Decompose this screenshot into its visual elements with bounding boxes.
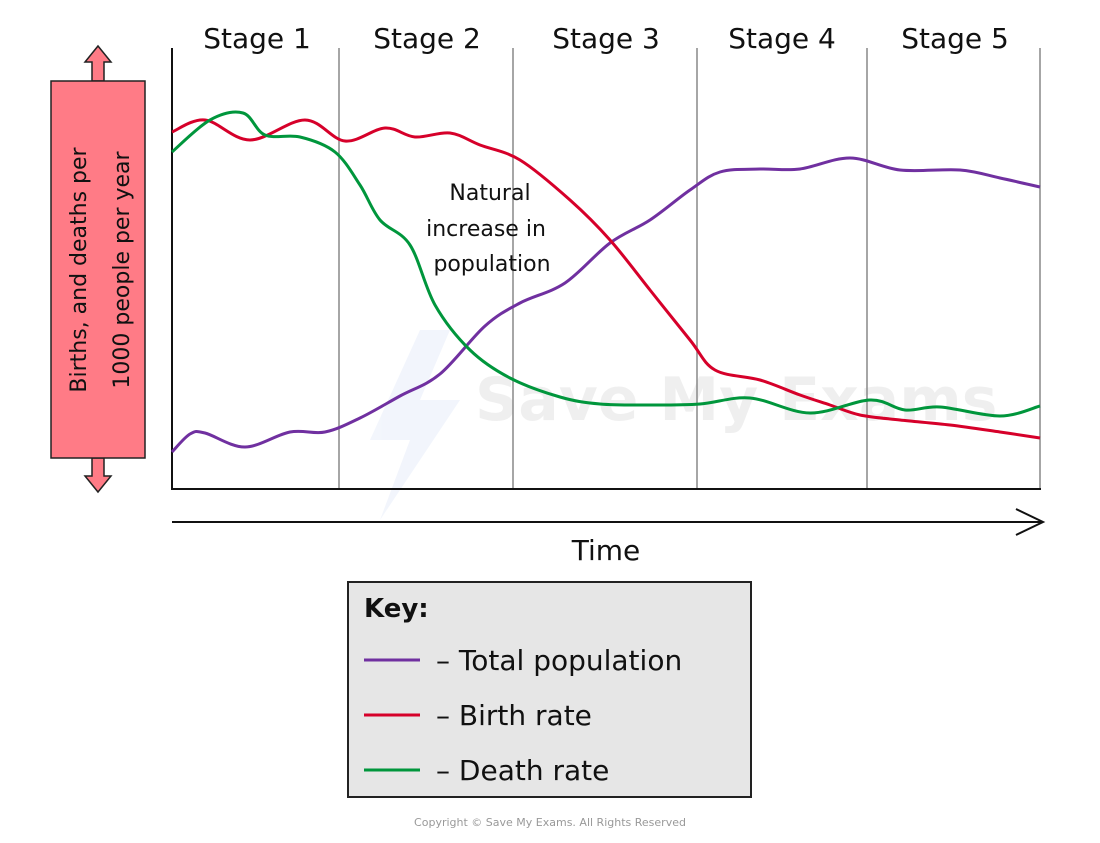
key-label-death: – Death rate	[436, 754, 609, 787]
birth-rate-line	[171, 118, 1041, 440]
time-arrow	[172, 508, 1046, 536]
copyright: Copyright © Save My Exams. All Rights Re…	[414, 816, 686, 829]
y-axis-label-box: Births, and deaths per 1000 people per y…	[50, 44, 146, 494]
key-title: Key:	[364, 594, 429, 624]
stage-5-label: Stage 5	[901, 22, 1009, 55]
total-population-line	[170, 156, 1041, 454]
stage-2-label: Stage 2	[373, 22, 481, 55]
death-rate-line	[171, 110, 1041, 418]
stage-1-label: Stage 1	[203, 22, 311, 55]
y-axis-label-line-2: 1000 people per year	[110, 150, 135, 388]
stage-4-label: Stage 4	[728, 22, 836, 55]
annotation-line-2: increase in	[426, 217, 546, 242]
watermark: Save My Exams	[370, 330, 998, 520]
key-label-birth: – Birth rate	[436, 699, 592, 732]
x-axis-label: Time	[571, 534, 641, 567]
y-axis-label-line-1: Births, and deaths per	[67, 146, 92, 392]
key-box: Key: – Total population – Birth rate – D…	[347, 581, 752, 798]
stage-3-label: Stage 3	[552, 22, 660, 55]
key-label-population: – Total population	[436, 644, 682, 677]
annotation-line-3: population	[433, 252, 550, 277]
annotation-line-1: Natural	[449, 181, 530, 206]
